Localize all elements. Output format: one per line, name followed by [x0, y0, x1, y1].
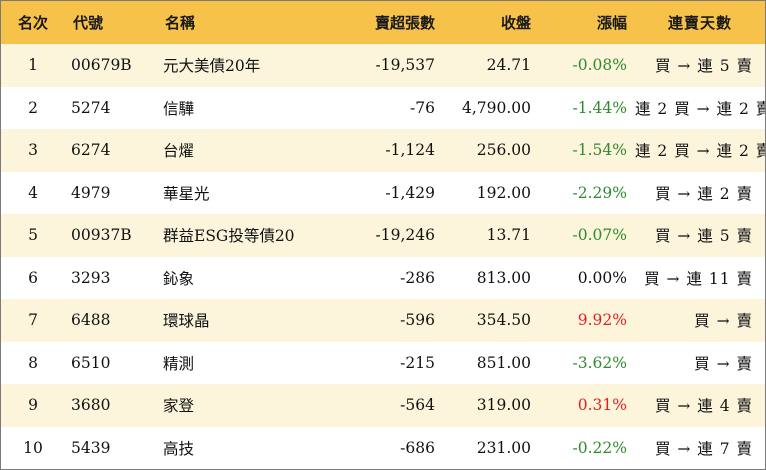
cell-rank: 6: [28, 268, 38, 287]
cell-code: 4979: [71, 183, 111, 202]
cell-name: 環球晶: [163, 312, 210, 331]
cell-rank: 7: [28, 311, 38, 330]
cell-rank: 3: [28, 141, 38, 160]
cell-close: 4,790.00: [461, 98, 531, 117]
table-body: 1 00679B 元大美債20年 -19,537 24.71 -0.08% 買 → 連 5 …: [1, 44, 765, 469]
cell-change: 0.00%: [577, 268, 627, 287]
cell-close: 354.50: [476, 311, 531, 330]
cell-streak: 買 → 賣: [694, 312, 753, 331]
header-streak: 連賣天數: [667, 14, 732, 32]
cell-code: 00679B: [71, 56, 132, 75]
cell-close: 231.00: [476, 438, 531, 457]
table-row[interactable]: 9 3680 家登 -564 319.00 0.31% 買 → 連 4 賣: [1, 384, 765, 427]
cell-streak: 買 → 連 5 賣: [654, 57, 753, 76]
table-row[interactable]: 6 3293 鈊象 -286 813.00 0.00% 買 → 連 11 賣: [1, 256, 765, 299]
cell-name: 元大美債20年: [163, 57, 261, 76]
cell-streak: 買 → 賣: [694, 354, 753, 373]
cell-change: 9.92%: [577, 311, 627, 330]
cell-name: 家登: [163, 397, 195, 416]
cell-rank: 4: [28, 183, 38, 202]
cell-change: -0.07%: [572, 226, 627, 245]
header-row: 名次 代號 名稱 賣超張數 收盤 漲幅 連賣天數: [1, 1, 765, 44]
header-name: 名稱: [165, 14, 196, 32]
cell-code: 5274: [71, 98, 111, 117]
cell-code: 00937B: [71, 226, 132, 245]
cell-streak: 連 2 買 → 連 2 賣: [635, 142, 766, 161]
cell-rank: 5: [28, 226, 38, 245]
cell-change: -3.62%: [572, 353, 627, 372]
cell-net-sell: -19,246: [375, 226, 435, 245]
table-row[interactable]: 7 6488 環球晶 -596 354.50 9.92% 買 → 賣: [1, 299, 765, 342]
table-row[interactable]: 8 6510 精測 -215 851.00 -3.62% 買 → 賣: [1, 341, 765, 384]
cell-close: 319.00: [476, 396, 531, 415]
cell-streak: 買 → 連 11 賣: [644, 269, 753, 288]
cell-net-sell: -215: [400, 353, 435, 372]
cell-name: 信驊: [163, 99, 195, 118]
cell-close: 851.00: [476, 353, 531, 372]
cell-net-sell: -564: [400, 396, 435, 415]
table-row[interactable]: 3 6274 台燿 -1,124 256.00 -1.54% 連 2 買 → 連 2 賣: [1, 129, 765, 172]
table-row[interactable]: 2 5274 信驊 -76 4,790.00 -1.44% 連 2 買 → 連 2 賣: [1, 86, 766, 129]
cell-streak: 買 → 連 4 賣: [654, 397, 753, 416]
cell-rank: 2: [28, 98, 38, 117]
cell-change: -0.22%: [572, 438, 627, 457]
cell-code: 6274: [71, 141, 111, 160]
table-row[interactable]: 1 00679B 元大美債20年 -19,537 24.71 -0.08% 買 → 連 5 …: [1, 44, 765, 87]
header-rank: 名次: [17, 14, 48, 32]
cell-close: 13.71: [486, 226, 531, 245]
cell-change: -1.54%: [572, 141, 627, 160]
cell-net-sell: -19,537: [375, 56, 435, 75]
cell-close: 192.00: [476, 183, 531, 202]
cell-net-sell: -686: [400, 438, 435, 457]
cell-change: -1.44%: [572, 98, 627, 117]
cell-close: 813.00: [476, 268, 531, 287]
header-change: 漲幅: [596, 14, 627, 32]
cell-streak: 買 → 連 2 賣: [654, 184, 753, 203]
cell-close: 24.71: [486, 56, 531, 75]
cell-streak: 買 → 連 5 賣: [654, 227, 753, 246]
cell-name: 高技: [163, 439, 195, 458]
cell-rank: 9: [28, 396, 38, 415]
cell-code: 6488: [71, 311, 111, 330]
cell-net-sell: -596: [400, 311, 435, 330]
cell-change: -2.29%: [572, 183, 627, 202]
table-row[interactable]: 10 5439 高技 -686 231.00 -0.22% 買 → 連 7 賣: [1, 426, 765, 469]
header-net-sell: 賣超張數: [374, 14, 435, 32]
cell-name: 鈊象: [163, 269, 195, 288]
cell-name: 台燿: [163, 142, 195, 161]
cell-net-sell: -286: [400, 268, 435, 287]
cell-code: 3680: [71, 396, 111, 415]
cell-name: 精測: [163, 354, 195, 373]
cell-rank: 10: [23, 438, 43, 457]
cell-name: 群益ESG投等債20: [163, 227, 295, 246]
cell-code: 5439: [71, 438, 111, 457]
table-header: 名次 代號 名稱 賣超張數 收盤 漲幅 連賣天數: [1, 1, 765, 44]
table-row[interactable]: 4 4979 華星光 -1,429 192.00 -2.29% 買 → 連 2 賣: [1, 171, 765, 214]
cell-name: 華星光: [163, 184, 210, 203]
cell-rank: 8: [28, 353, 38, 372]
cell-streak: 連 2 買 → 連 2 賣: [635, 99, 766, 118]
cell-streak: 買 → 連 7 賣: [654, 439, 753, 458]
cell-change: -0.08%: [572, 56, 627, 75]
cell-code: 6510: [71, 353, 111, 372]
cell-net-sell: -76: [410, 98, 435, 117]
cell-rank: 1: [28, 56, 38, 75]
table-row[interactable]: 5 00937B 群益ESG投等債20 -19,246 13.71 -0.07% 買 → 連…: [1, 214, 765, 257]
cell-change: 0.31%: [577, 396, 627, 415]
cell-code: 3293: [71, 268, 111, 287]
header-code: 代號: [73, 14, 104, 32]
header-close: 收盤: [500, 14, 531, 32]
cell-close: 256.00: [476, 141, 531, 160]
cell-net-sell: -1,124: [385, 141, 435, 160]
cell-net-sell: -1,429: [385, 183, 435, 202]
